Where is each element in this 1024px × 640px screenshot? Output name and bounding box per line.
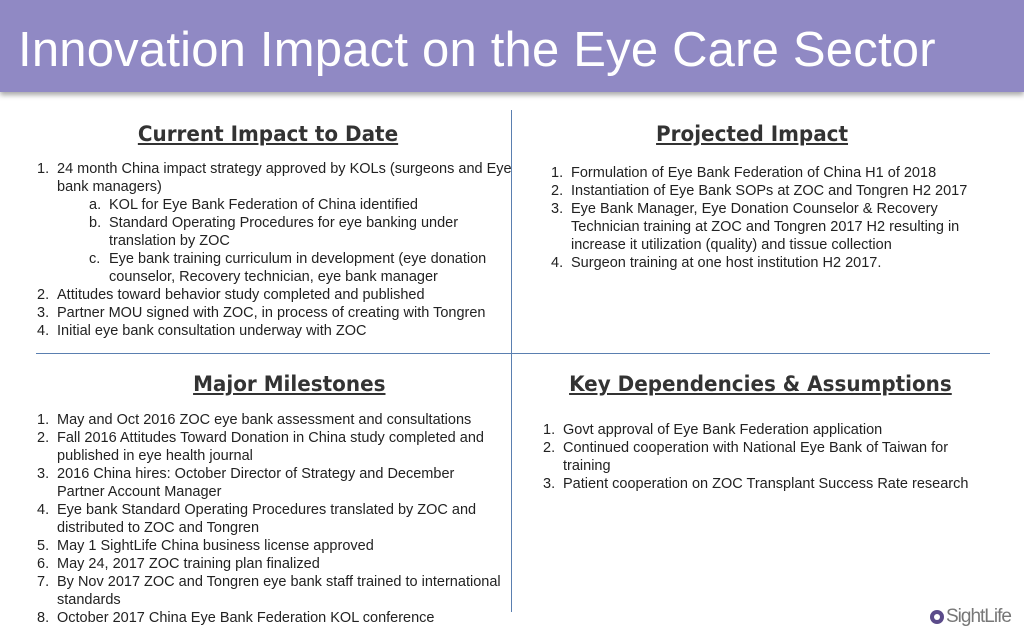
milestones-heading: Major Milestones <box>193 372 386 396</box>
list-item: 6. May 24, 2017 ZOC training plan finaliz… <box>37 556 320 572</box>
list-item: 4. Initial eye bank consultation underway… <box>37 323 367 339</box>
sightlife-logo-icon <box>930 610 944 624</box>
sub-list-item: b. Standard Operating Procedures for eye … <box>89 215 459 249</box>
list-item: 3. Partner MOU signed with ZOC, in proces… <box>37 305 486 321</box>
sub-list-item: a. KOL for Eye Bank Federation of China i… <box>89 197 418 213</box>
horizontal-divider <box>36 353 990 354</box>
current-impact-heading: Current Impact to Date <box>137 122 399 146</box>
projected-impact-list: 1. Formulation of Eye Bank Federation of … <box>551 164 991 272</box>
list-item: 5. May 1 SightLife China business license… <box>37 538 374 554</box>
sub-list: a. KOL for Eye Bank Federation of China i… <box>57 196 527 286</box>
dependencies-list: 1. Govt approval of Eye Bank Federation a… <box>543 421 993 493</box>
list-item: 7. By Nov 2017 ZOC and Tongren eye bank s… <box>37 574 501 608</box>
list-item: 2. Instantiation of Eye Bank SOPs at ZOC … <box>551 183 968 199</box>
list-item: 3. Patient cooperation on ZOC Transplant … <box>543 476 969 492</box>
current-impact-list: 1. 24 month China impact strategy approve… <box>37 160 527 340</box>
list-item: 4. Surgeon training at one host instituti… <box>551 255 882 271</box>
list-item: 3. Eye Bank Manager, Eye Donation Counsel… <box>551 201 960 253</box>
milestones-list: 1. May and Oct 2016 ZOC eye bank assessme… <box>37 411 505 627</box>
list-item: 3. 2016 China hires: October Director of … <box>37 466 455 500</box>
slide-title: Innovation Impact on the Eye Care Sector <box>18 23 936 77</box>
sub-list-item: c. Eye bank training curriculum in develo… <box>89 251 487 285</box>
vertical-divider <box>511 110 512 612</box>
list-item: 2. Attitudes toward behavior study comple… <box>37 287 425 303</box>
logo-text: SightLife <box>946 606 1012 627</box>
projected-impact-heading: Projected Impact <box>656 122 849 146</box>
list-item: 1. Formulation of Eye Bank Federation of … <box>551 165 937 181</box>
sightlife-logo: SightLife <box>930 606 1012 632</box>
list-item: 1. May and Oct 2016 ZOC eye bank assessme… <box>37 412 472 428</box>
list-item: 1. 24 month China impact strategy approve… <box>37 160 527 286</box>
list-item: 8. October 2017 China Eye Bank Federation… <box>37 610 435 626</box>
list-item: 1. Govt approval of Eye Bank Federation a… <box>543 422 883 438</box>
list-item: 2. Fall 2016 Attitudes Toward Donation in… <box>37 430 484 464</box>
title-banner: Innovation Impact on the Eye Care Sector <box>0 0 1024 92</box>
dependencies-heading: Key Dependencies & Assumptions <box>569 372 952 396</box>
list-item: 2. Continued cooperation with National Ey… <box>543 440 949 474</box>
list-item: 4. Eye bank Standard Operating Procedures… <box>37 502 477 536</box>
